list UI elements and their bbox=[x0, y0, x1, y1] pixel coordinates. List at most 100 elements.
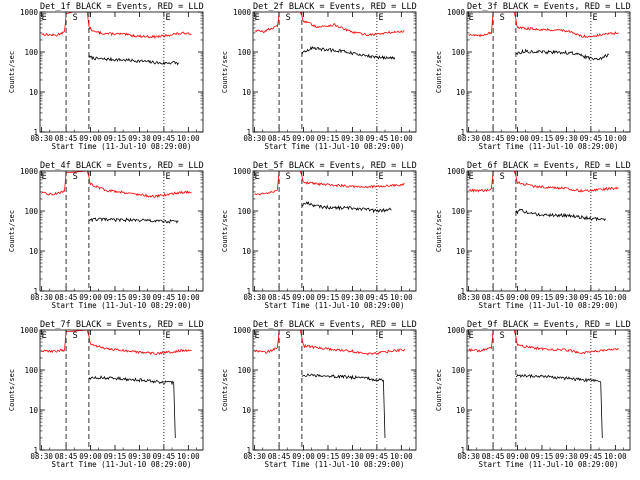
axes-frame bbox=[252, 170, 417, 292]
x-tick-label: 09:15 bbox=[104, 134, 127, 143]
plot-area bbox=[41, 330, 192, 450]
y-tick-label: 100 bbox=[237, 48, 251, 57]
x-tick-label: 09:00 bbox=[506, 452, 529, 461]
x-tick-label: 08:45 bbox=[55, 134, 78, 143]
x-tick-label: 09:15 bbox=[531, 293, 554, 302]
saa-marker: S bbox=[500, 172, 505, 182]
panel-title: Det_7f BLACK = Events, RED = LLD bbox=[40, 320, 204, 330]
lld-series-line bbox=[254, 12, 405, 37]
panel-title: Det_4f BLACK = Events, RED = LLD bbox=[40, 161, 204, 171]
x-tick-label: 08:45 bbox=[55, 452, 78, 461]
y-axis-label: Counts/sec bbox=[435, 51, 443, 93]
plot-area bbox=[254, 12, 405, 132]
plot-area bbox=[468, 171, 619, 291]
lld-series-line bbox=[254, 330, 405, 356]
y-tick-label: 10 bbox=[242, 88, 252, 97]
x-axis-label: Start Time (11-Jul-10 08:29:00) bbox=[265, 460, 405, 469]
y-tick-label: 100 bbox=[451, 48, 465, 57]
lld-series-line bbox=[41, 330, 192, 356]
eclipse-marker: E bbox=[469, 331, 474, 341]
y-axis-label: Counts/sec bbox=[221, 369, 229, 411]
eclipse-marker: E bbox=[469, 13, 474, 23]
x-tick-label: 08:45 bbox=[268, 452, 291, 461]
x-tick-label: 09:00 bbox=[79, 293, 102, 302]
x-tick-label: 08:30 bbox=[457, 293, 480, 302]
axes-frame bbox=[466, 11, 631, 133]
x-tick-label: 09:45 bbox=[580, 293, 603, 302]
x-tick-label: 10:00 bbox=[177, 293, 200, 302]
x-tick-label: 08:30 bbox=[457, 134, 480, 143]
x-tick-label: 08:30 bbox=[243, 452, 266, 461]
plot-area bbox=[41, 171, 192, 291]
panel-7: Det_7f BLACK = Events, RED = LLD 1 10 100 10… bbox=[8, 320, 204, 469]
x-tick-label: 08:45 bbox=[482, 134, 505, 143]
eclipse-marker: E bbox=[166, 13, 171, 23]
plot-area bbox=[468, 330, 619, 450]
x-tick-label: 09:30 bbox=[128, 293, 151, 302]
y-axis-label: Counts/sec bbox=[221, 51, 229, 93]
x-tick-label: 08:30 bbox=[457, 452, 480, 461]
x-tick-label: 10:00 bbox=[390, 452, 413, 461]
plot-area bbox=[254, 330, 405, 450]
x-tick-label: 09:15 bbox=[531, 452, 554, 461]
eclipse-marker: E bbox=[42, 331, 47, 341]
eclipse-marker: E bbox=[379, 331, 384, 341]
x-tick-label: 09:30 bbox=[555, 452, 578, 461]
y-tick-label: 10 bbox=[29, 247, 39, 256]
x-axis-label: Start Time (11-Jul-10 08:29:00) bbox=[52, 460, 192, 469]
x-tick-label: 09:45 bbox=[366, 134, 389, 143]
lld-series-line bbox=[468, 12, 619, 39]
y-tick-label: 10 bbox=[242, 406, 252, 415]
x-tick-label: 09:00 bbox=[506, 293, 529, 302]
saa-marker: S bbox=[286, 331, 291, 341]
x-axis-label: Start Time (11-Jul-10 08:29:00) bbox=[265, 301, 405, 310]
y-tick-label: 1000 bbox=[447, 326, 466, 335]
x-tick-label: 08:45 bbox=[55, 293, 78, 302]
lld-series-line bbox=[468, 330, 619, 355]
saa-marker: S bbox=[73, 172, 78, 182]
panel-3: Det_3f BLACK = Events, RED = LLD 1 10 100 10… bbox=[435, 2, 631, 151]
saa-marker: S bbox=[73, 331, 78, 341]
y-tick-label: 10 bbox=[456, 247, 466, 256]
panel-title: Det_3f BLACK = Events, RED = LLD bbox=[467, 2, 631, 12]
x-tick-label: 09:45 bbox=[153, 293, 176, 302]
plot-area bbox=[41, 12, 192, 132]
x-axis-label: Start Time (11-Jul-10 08:29:00) bbox=[479, 301, 619, 310]
x-tick-label: 09:00 bbox=[292, 452, 315, 461]
panel-2: Det_2f BLACK = Events, RED = LLD 1 10 100 10… bbox=[221, 2, 417, 151]
events-series-line bbox=[301, 373, 386, 439]
y-tick-label: 100 bbox=[24, 366, 38, 375]
panel-title: Det_6f BLACK = Events, RED = LLD bbox=[467, 161, 631, 171]
panel-title: Det_2f BLACK = Events, RED = LLD bbox=[253, 2, 417, 12]
x-tick-label: 08:30 bbox=[30, 134, 53, 143]
x-tick-label: 08:45 bbox=[482, 293, 505, 302]
y-tick-label: 10 bbox=[456, 88, 466, 97]
x-tick-label: 09:00 bbox=[506, 134, 529, 143]
panel-8: Det_8f BLACK = Events, RED = LLD 1 10 100 10… bbox=[221, 320, 417, 469]
y-tick-label: 100 bbox=[237, 366, 251, 375]
x-tick-label: 09:15 bbox=[104, 452, 127, 461]
eclipse-marker: E bbox=[255, 331, 260, 341]
panel-title: Det_8f BLACK = Events, RED = LLD bbox=[253, 320, 417, 330]
x-tick-label: 10:00 bbox=[604, 293, 627, 302]
y-tick-label: 1000 bbox=[233, 167, 252, 176]
x-tick-label: 09:45 bbox=[366, 452, 389, 461]
y-tick-label: 1000 bbox=[447, 167, 466, 176]
x-tick-label: 09:45 bbox=[580, 452, 603, 461]
axes-frame bbox=[466, 329, 631, 451]
axes-frame bbox=[252, 11, 417, 133]
lld-series-line bbox=[41, 12, 192, 39]
y-tick-label: 1 bbox=[33, 128, 38, 137]
x-axis-label: Start Time (11-Jul-10 08:29:00) bbox=[479, 460, 619, 469]
y-tick-label: 1 bbox=[33, 287, 38, 296]
x-tick-label: 10:00 bbox=[177, 134, 200, 143]
eclipse-marker: E bbox=[42, 172, 47, 182]
eclipse-marker: E bbox=[166, 331, 171, 341]
x-tick-label: 09:45 bbox=[153, 134, 176, 143]
x-tick-label: 09:30 bbox=[555, 134, 578, 143]
axes-frame bbox=[39, 329, 204, 451]
lld-series-line bbox=[254, 171, 405, 196]
y-tick-label: 10 bbox=[456, 406, 466, 415]
y-tick-label: 1000 bbox=[20, 8, 39, 17]
